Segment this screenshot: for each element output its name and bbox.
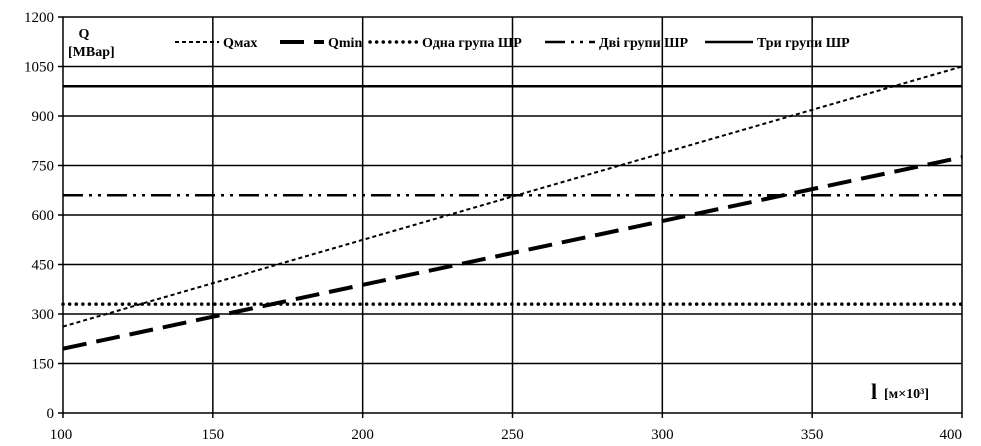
legend-label-3: Дві групи ШР <box>599 36 689 51</box>
x-tick-label: 150 <box>202 427 225 443</box>
y-tick-label: 300 <box>32 307 55 323</box>
y-tick-label: 600 <box>32 208 55 224</box>
y-axis-label-unit: [МВар] <box>68 45 115 60</box>
x-tick-label: 400 <box>940 427 963 443</box>
legend-label-2: Одна група ШР <box>422 36 522 51</box>
series-lines <box>61 65 964 351</box>
y-tick-label: 450 <box>32 258 55 274</box>
x-axis-ticks: 100 150 200 250 300 350 400 <box>50 413 963 443</box>
x-tick-label: 100 <box>50 427 73 443</box>
series-line-1 <box>62 155 963 351</box>
x-axis-label-unit: [м×10³] <box>884 387 929 402</box>
y-tick-label: 750 <box>32 159 55 175</box>
x-axis-label-symbol: l <box>871 379 877 404</box>
y-tick-label: 900 <box>32 109 55 125</box>
x-tick-label: 300 <box>651 427 674 443</box>
y-axis-ticks: 0 150 300 450 600 750 900 1050 1200 <box>24 10 63 422</box>
y-tick-label: 0 <box>47 406 55 422</box>
y-tick-label: 1200 <box>24 10 54 26</box>
legend-label-4: Три групи ШР <box>757 36 850 51</box>
y-tick-label: 150 <box>32 357 55 373</box>
x-tick-label: 200 <box>351 427 374 443</box>
x-tick-label: 350 <box>801 427 824 443</box>
series-line-0 <box>62 65 963 328</box>
legend-label-1: Qmin <box>328 36 362 51</box>
legend: Qмах Qmin Одна група ШР Дві групи ШР Три гру… <box>175 36 850 51</box>
legend-label-0: Qмах <box>223 36 257 51</box>
gridlines <box>63 17 962 413</box>
x-tick-label: 250 <box>501 427 524 443</box>
y-tick-label: 1050 <box>24 60 54 76</box>
y-axis-label-symbol: Q <box>79 27 90 42</box>
